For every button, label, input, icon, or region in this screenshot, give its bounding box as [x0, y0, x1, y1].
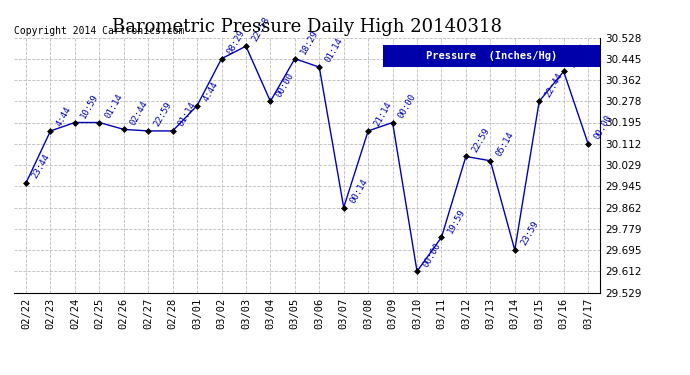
Text: 22:44: 22:44 — [543, 71, 564, 99]
Text: 23:59: 23:59 — [519, 220, 540, 248]
Text: 08:29: 08:29 — [226, 28, 247, 56]
Text: 22:58: 22:58 — [250, 16, 271, 44]
Text: 21:14: 21:14 — [373, 100, 393, 128]
Title: Barometric Pressure Daily High 20140318: Barometric Pressure Daily High 20140318 — [112, 18, 502, 36]
Text: 01:14: 01:14 — [177, 100, 198, 128]
Text: 22:59: 22:59 — [152, 100, 174, 128]
Text: 01:14: 01:14 — [104, 92, 125, 120]
Text: 11:14: 11:14 — [568, 41, 589, 69]
Text: 00:00: 00:00 — [421, 241, 442, 268]
Text: 02:44: 02:44 — [128, 99, 149, 127]
Text: 01:14: 01:14 — [324, 36, 345, 64]
Text: 00:00: 00:00 — [592, 113, 613, 141]
Text: 23:44: 23:44 — [30, 153, 52, 180]
Text: 00:14: 00:14 — [348, 177, 369, 205]
Text: 00:00: 00:00 — [397, 92, 418, 120]
Text: 4:44: 4:44 — [201, 80, 220, 103]
Text: 00:00: 00:00 — [275, 71, 296, 99]
Text: 05:14: 05:14 — [495, 130, 515, 158]
Text: Copyright 2014 Cartronics.com: Copyright 2014 Cartronics.com — [14, 26, 184, 36]
Text: 19:59: 19:59 — [446, 207, 467, 235]
Text: 18:29: 18:29 — [299, 28, 320, 56]
Text: 10:59: 10:59 — [79, 92, 100, 120]
Text: 22:59: 22:59 — [470, 126, 491, 154]
Text: 4:44: 4:44 — [55, 105, 73, 128]
